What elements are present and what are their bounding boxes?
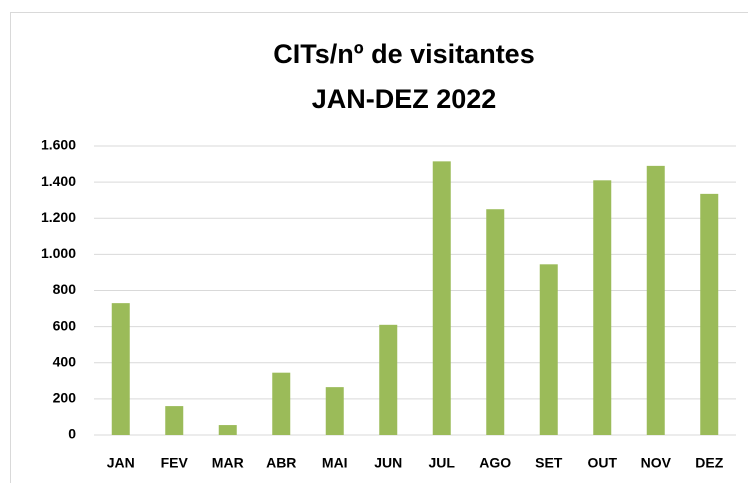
bar [111, 303, 130, 435]
bar [379, 324, 398, 435]
x-tick-label: NOV [641, 455, 672, 471]
y-tick-label: 1.000 [41, 245, 76, 261]
x-tick-label: JUN [374, 455, 402, 471]
x-tick-label: SET [535, 455, 563, 471]
bar [539, 264, 558, 435]
bar [593, 180, 612, 435]
chart-title: CITs/nº de visitantes [273, 39, 534, 69]
x-tick-label: FEV [161, 455, 189, 471]
bar [165, 406, 184, 435]
x-tick-label: JUL [429, 455, 456, 471]
x-tick-label: JAN [107, 455, 135, 471]
x-tick-label: MAI [322, 455, 348, 471]
y-tick-label: 400 [53, 353, 77, 369]
bar [700, 193, 719, 435]
x-tick-label: DEZ [695, 455, 723, 471]
y-tick-label: 1.600 [41, 137, 76, 153]
x-tick-label: MAR [212, 455, 244, 471]
bar [486, 209, 505, 435]
x-tick-label: ABR [266, 455, 296, 471]
bar [646, 165, 665, 435]
y-tick-label: 800 [53, 281, 77, 297]
x-tick-label: AGO [479, 455, 511, 471]
x-tick-label: OUT [587, 455, 617, 471]
y-tick-label: 0 [68, 426, 76, 442]
bar [432, 161, 451, 435]
chart-subtitle: JAN-DEZ 2022 [312, 84, 497, 114]
bar [218, 425, 237, 435]
bar [272, 372, 291, 435]
y-tick-label: 1.400 [41, 173, 76, 189]
y-tick-label: 600 [53, 317, 77, 333]
y-tick-label: 200 [53, 390, 77, 406]
bar [325, 387, 344, 435]
y-tick-label: 1.200 [41, 209, 76, 225]
